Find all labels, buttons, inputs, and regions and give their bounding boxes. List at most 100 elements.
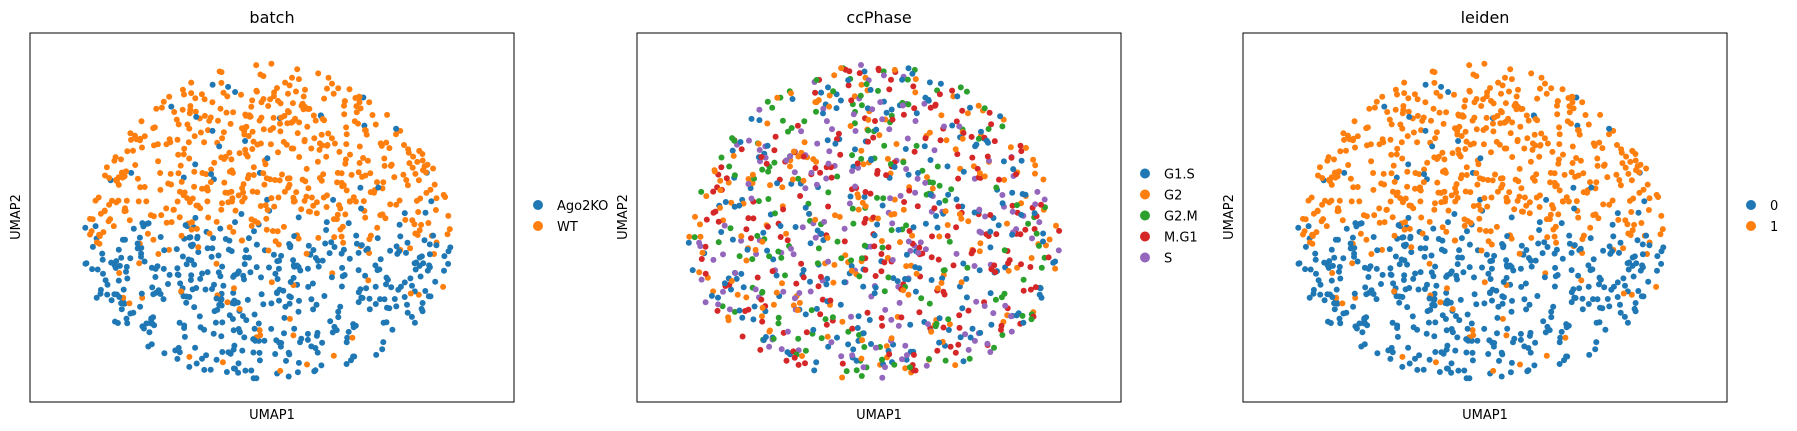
data-point	[745, 215, 752, 222]
data-point	[1464, 325, 1471, 332]
data-point	[838, 353, 845, 360]
data-point	[1577, 245, 1584, 252]
data-point	[911, 105, 918, 112]
data-point	[96, 231, 103, 238]
data-point	[971, 209, 978, 216]
data-point	[718, 229, 725, 235]
data-point	[422, 209, 429, 216]
data-point	[1499, 315, 1506, 322]
data-point	[1489, 177, 1496, 184]
legend-label: 0	[1770, 199, 1778, 214]
data-point	[1431, 333, 1438, 340]
data-point	[1443, 327, 1450, 334]
data-point	[1430, 273, 1437, 280]
data-point	[782, 272, 788, 279]
data-point	[814, 260, 821, 267]
data-point	[764, 247, 771, 254]
scatter-points	[685, 62, 1063, 381]
data-point	[323, 153, 330, 160]
data-point	[1455, 146, 1462, 153]
data-point	[818, 335, 825, 342]
data-point	[108, 297, 115, 304]
data-point	[858, 155, 865, 162]
data-point	[1001, 176, 1008, 183]
data-point	[1432, 319, 1439, 326]
data-point	[1009, 208, 1016, 215]
data-point	[295, 76, 302, 83]
data-point	[199, 355, 205, 362]
data-point	[262, 161, 269, 168]
data-point	[1577, 157, 1584, 164]
data-point	[1523, 202, 1530, 209]
data-point	[123, 197, 130, 204]
data-point	[225, 199, 232, 206]
data-point	[1443, 365, 1450, 372]
data-point	[1474, 337, 1481, 344]
data-point	[1573, 198, 1580, 205]
data-point	[321, 95, 328, 102]
data-point	[277, 120, 283, 127]
data-point	[339, 264, 346, 271]
data-point	[99, 250, 106, 257]
data-point	[1544, 140, 1551, 147]
data-point	[359, 295, 366, 301]
data-point	[1596, 139, 1603, 146]
data-point	[1503, 257, 1510, 264]
data-point	[1323, 223, 1330, 230]
data-point	[1020, 319, 1027, 326]
data-point	[1340, 130, 1347, 137]
data-point	[812, 216, 819, 223]
data-point	[902, 146, 909, 152]
data-point	[384, 304, 390, 311]
data-point	[275, 265, 282, 272]
data-point	[1455, 138, 1462, 144]
data-point	[126, 217, 133, 224]
data-point	[993, 231, 1000, 238]
data-point	[319, 142, 326, 149]
data-point	[801, 139, 808, 146]
data-point	[424, 161, 431, 168]
data-point	[351, 118, 358, 125]
data-point	[926, 300, 933, 307]
data-point	[1617, 301, 1623, 308]
data-point	[1388, 121, 1395, 128]
data-point	[797, 193, 804, 199]
data-point	[160, 98, 167, 105]
data-point	[988, 121, 995, 128]
data-point	[734, 291, 741, 298]
data-point	[1331, 306, 1338, 313]
data-point	[330, 216, 337, 223]
data-point	[965, 218, 972, 225]
data-point	[414, 232, 421, 238]
data-point	[409, 164, 416, 171]
data-point	[849, 152, 856, 159]
data-point	[934, 163, 941, 170]
data-point	[316, 175, 323, 181]
data-point	[1538, 130, 1545, 137]
data-point	[1401, 79, 1408, 86]
data-point	[1508, 359, 1515, 366]
data-point	[1432, 359, 1439, 366]
data-point	[1037, 285, 1044, 292]
data-point	[1018, 148, 1025, 155]
data-point	[940, 267, 947, 274]
data-point	[1315, 277, 1322, 284]
data-point	[1443, 109, 1450, 116]
data-point	[1393, 192, 1400, 199]
data-point	[888, 76, 894, 83]
data-point	[1414, 112, 1421, 119]
data-point	[196, 313, 203, 320]
data-point	[203, 352, 210, 359]
data-point	[281, 188, 288, 195]
data-point	[796, 290, 803, 296]
data-point	[820, 110, 826, 117]
data-point	[692, 213, 698, 220]
data-point	[1454, 194, 1461, 201]
data-point	[956, 211, 963, 218]
data-point	[959, 305, 966, 312]
data-point	[313, 199, 320, 206]
data-point	[1399, 155, 1406, 162]
data-point	[215, 117, 221, 124]
data-point	[201, 139, 208, 146]
data-point	[882, 306, 889, 313]
